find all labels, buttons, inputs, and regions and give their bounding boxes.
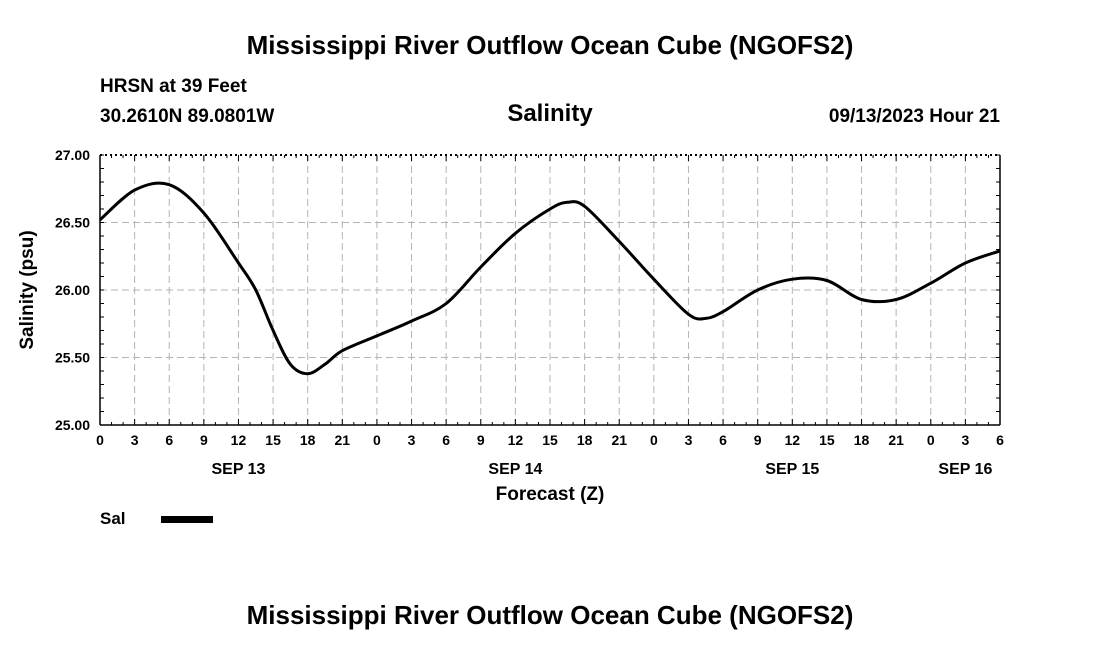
x-tick-label: 9	[477, 432, 485, 448]
x-tick-label: 15	[542, 432, 558, 448]
x-tick-label: 21	[611, 432, 627, 448]
y-tick-label: 25.50	[55, 350, 90, 366]
x-tick-label: 15	[819, 432, 835, 448]
y-tick-label: 27.00	[55, 147, 90, 163]
forecast-timestamp: 09/13/2023 Hour 21	[828, 106, 1000, 127]
x-tick-label: 0	[96, 432, 104, 448]
x-tick-label: 3	[961, 432, 969, 448]
x-tick-label: 21	[335, 432, 351, 448]
variable-title: Salinity	[507, 100, 593, 127]
x-tick-label: 0	[373, 432, 381, 448]
x-tick-label: 3	[685, 432, 693, 448]
x-tick-label: 21	[888, 432, 904, 448]
x-tick-label: 12	[785, 432, 801, 448]
x-tick-label: 6	[165, 432, 173, 448]
x-day-label: SEP 13	[211, 461, 265, 478]
x-tick-label: 6	[442, 432, 450, 448]
y-tick-label: 26.00	[55, 282, 90, 298]
y-tick-label: 26.50	[55, 215, 90, 231]
y-tick-label: 25.00	[55, 417, 90, 433]
x-tick-label: 3	[408, 432, 416, 448]
series-line-sal	[99, 181, 1001, 376]
x-tick-label: 6	[719, 432, 727, 448]
x-day-label: SEP 14	[488, 461, 542, 478]
footer-title: Mississippi River Outflow Ocean Cube (NG…	[246, 600, 854, 630]
x-tick-label: 12	[508, 432, 524, 448]
x-tick-label: 18	[577, 432, 593, 448]
x-tick-label: 12	[231, 432, 247, 448]
chart-title: Mississippi River Outflow Ocean Cube (NG…	[246, 30, 854, 60]
x-axis-title: Forecast (Z)	[496, 484, 605, 505]
legend-label: Sal	[100, 509, 126, 528]
x-day-label: SEP 15	[765, 461, 819, 478]
x-tick-label: 9	[754, 432, 762, 448]
x-tick-label: 0	[927, 432, 935, 448]
x-tick-label: 6	[996, 432, 1004, 448]
x-day-label: SEP 16	[938, 461, 992, 478]
x-tick-label: 3	[131, 432, 139, 448]
station-name: HRSN at 39 Feet	[100, 76, 247, 97]
station-coordinates: 30.2610N 89.0801W	[100, 106, 275, 127]
x-tick-label: 9	[200, 432, 208, 448]
legend-line-swatch	[161, 516, 213, 523]
x-tick-label: 18	[300, 432, 316, 448]
x-tick-label: 18	[854, 432, 870, 448]
y-axis-title: Salinity (psu)	[17, 230, 38, 349]
x-tick-label: 15	[265, 432, 281, 448]
x-tick-label: 0	[650, 432, 658, 448]
